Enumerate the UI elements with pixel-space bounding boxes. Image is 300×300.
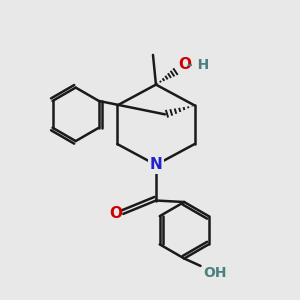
Text: OH: OH [203,266,227,280]
Text: O: O [178,57,191,72]
Text: - H: - H [187,58,209,72]
Text: N: N [150,158,162,172]
Text: O: O [109,206,122,221]
